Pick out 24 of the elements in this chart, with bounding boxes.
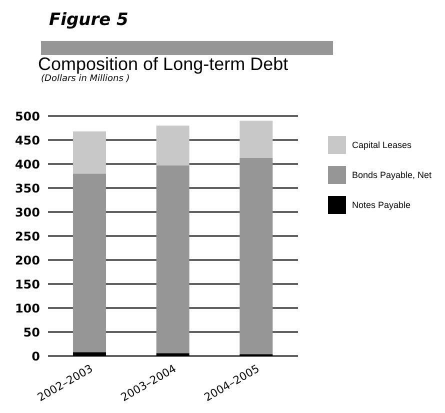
legend-label: Bonds Payable, Net: [352, 170, 432, 180]
bar: [73, 131, 106, 174]
legend-label: Capital Leases: [352, 140, 412, 150]
bar: [73, 174, 106, 352]
chart-title: Composition of Long-term Debt: [38, 54, 288, 74]
bar: [240, 158, 273, 354]
y-tick-label: 200: [14, 253, 40, 268]
bar: [156, 126, 190, 166]
y-tick-label: 150: [14, 277, 40, 292]
legend-label: Notes Payable: [352, 200, 411, 210]
bar: [240, 120, 273, 158]
bar: [156, 165, 190, 354]
y-tick-label: 0: [32, 349, 40, 364]
y-tick-label: 500: [14, 109, 40, 124]
y-tick-label: 250: [14, 229, 40, 244]
y-tick-label: 50: [23, 325, 40, 340]
y-tick-label: 400: [14, 157, 40, 172]
chart-subtitle: (Dollars in Millions ): [41, 74, 130, 84]
y-tick-label: 300: [14, 205, 40, 220]
bar: [73, 352, 106, 356]
caption: Figure 5: [49, 10, 128, 30]
y-tick-label: 450: [14, 133, 40, 148]
y-tick-label: 100: [14, 301, 40, 316]
y-tick-label: 350: [14, 181, 40, 196]
